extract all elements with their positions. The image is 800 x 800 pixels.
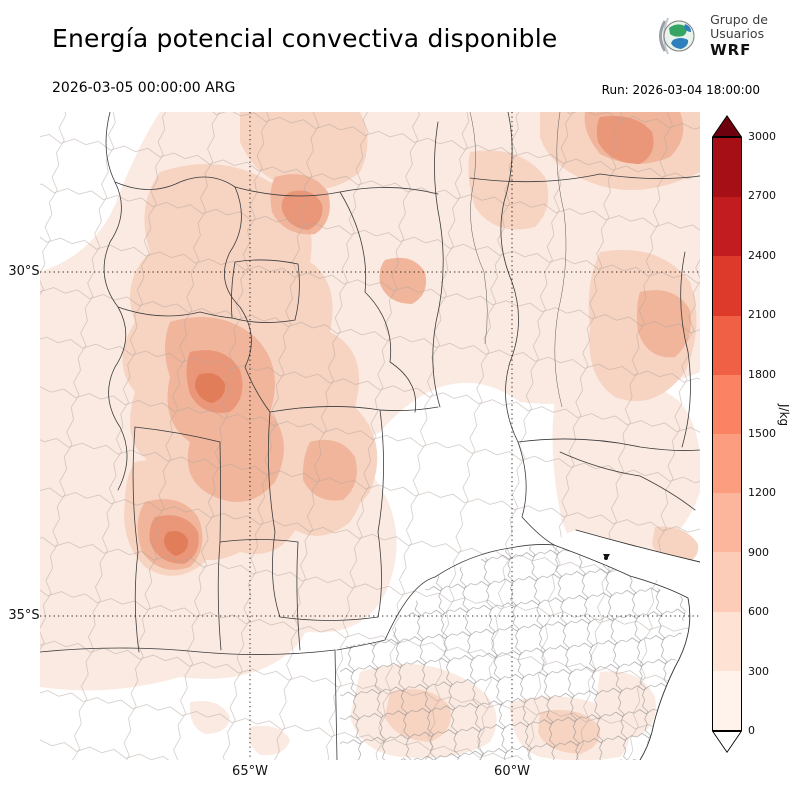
colorbar-segment (713, 552, 741, 612)
lat-label-35s: 35°S (8, 608, 40, 623)
coastline (553, 529, 700, 760)
colorbar-segment (713, 374, 741, 435)
rivers (469, 112, 567, 408)
graticule (40, 112, 700, 760)
province-boundaries (40, 112, 700, 760)
run-time-label: Run: 2026-03-04 18:00:00 (601, 83, 760, 97)
colorbar-over-arrow (712, 115, 742, 137)
logo-text: Grupo de Usuarios WRF (710, 12, 768, 59)
colorbar-segment (713, 256, 741, 316)
logo-line-2: Usuarios (710, 26, 765, 42)
city-marker (603, 554, 610, 560)
colorbar-segment (713, 670, 741, 731)
lon-label-65w: 65°W (232, 764, 268, 779)
colorbar-segment (713, 197, 741, 257)
colorbar-tick-label: 900 (748, 545, 769, 559)
colorbar-tick-label: 0 (748, 724, 755, 737)
colorbar-tick-label: 300 (748, 664, 769, 678)
colorbar-segment (713, 138, 741, 198)
colorbar-tick-label: 2700 (748, 189, 776, 203)
logo-line-1: Grupo de (710, 12, 768, 27)
buenos-aires-departments (340, 544, 688, 760)
wrf-logo: Grupo de Usuarios WRF (654, 12, 768, 60)
colorbar-under-arrow (712, 731, 742, 753)
colorbar-unit-label: J/kg (777, 404, 791, 427)
globe-icon (659, 17, 695, 55)
lon-label-60w: 60°W (494, 764, 530, 779)
colorbar-tick-label: 1500 (748, 427, 776, 440)
map-canvas (40, 112, 700, 760)
map-plot-area (40, 112, 700, 760)
colorbar-segment (713, 493, 741, 553)
logo-line-wrf: WRF (710, 40, 752, 59)
colorbar-segment (713, 611, 741, 671)
colorbar-segment (713, 315, 741, 375)
colorbar-tick-label: 2400 (748, 248, 776, 262)
colorbar-tick-label: 1200 (748, 486, 776, 500)
colorbar-ticks: 3000 2700 2400 2100 1800 1500 1200 900 600 300 0 (748, 130, 794, 737)
lat-label-30s: 30°S (8, 264, 40, 279)
colorbar (712, 115, 742, 753)
colorbar-tick-label: 3000 (748, 130, 776, 143)
valid-time-label: 2026-03-05 00:00:00 ARG (52, 80, 236, 96)
colorbar-tick-label: 2100 (748, 308, 776, 322)
colorbar-tick-label: 600 (748, 605, 769, 619)
colorbar-tick-label: 1800 (748, 367, 776, 381)
colorbar-segment (713, 434, 741, 494)
colorbar-segments (712, 137, 742, 731)
page-title: Energía potencial convectiva disponible (52, 24, 558, 53)
